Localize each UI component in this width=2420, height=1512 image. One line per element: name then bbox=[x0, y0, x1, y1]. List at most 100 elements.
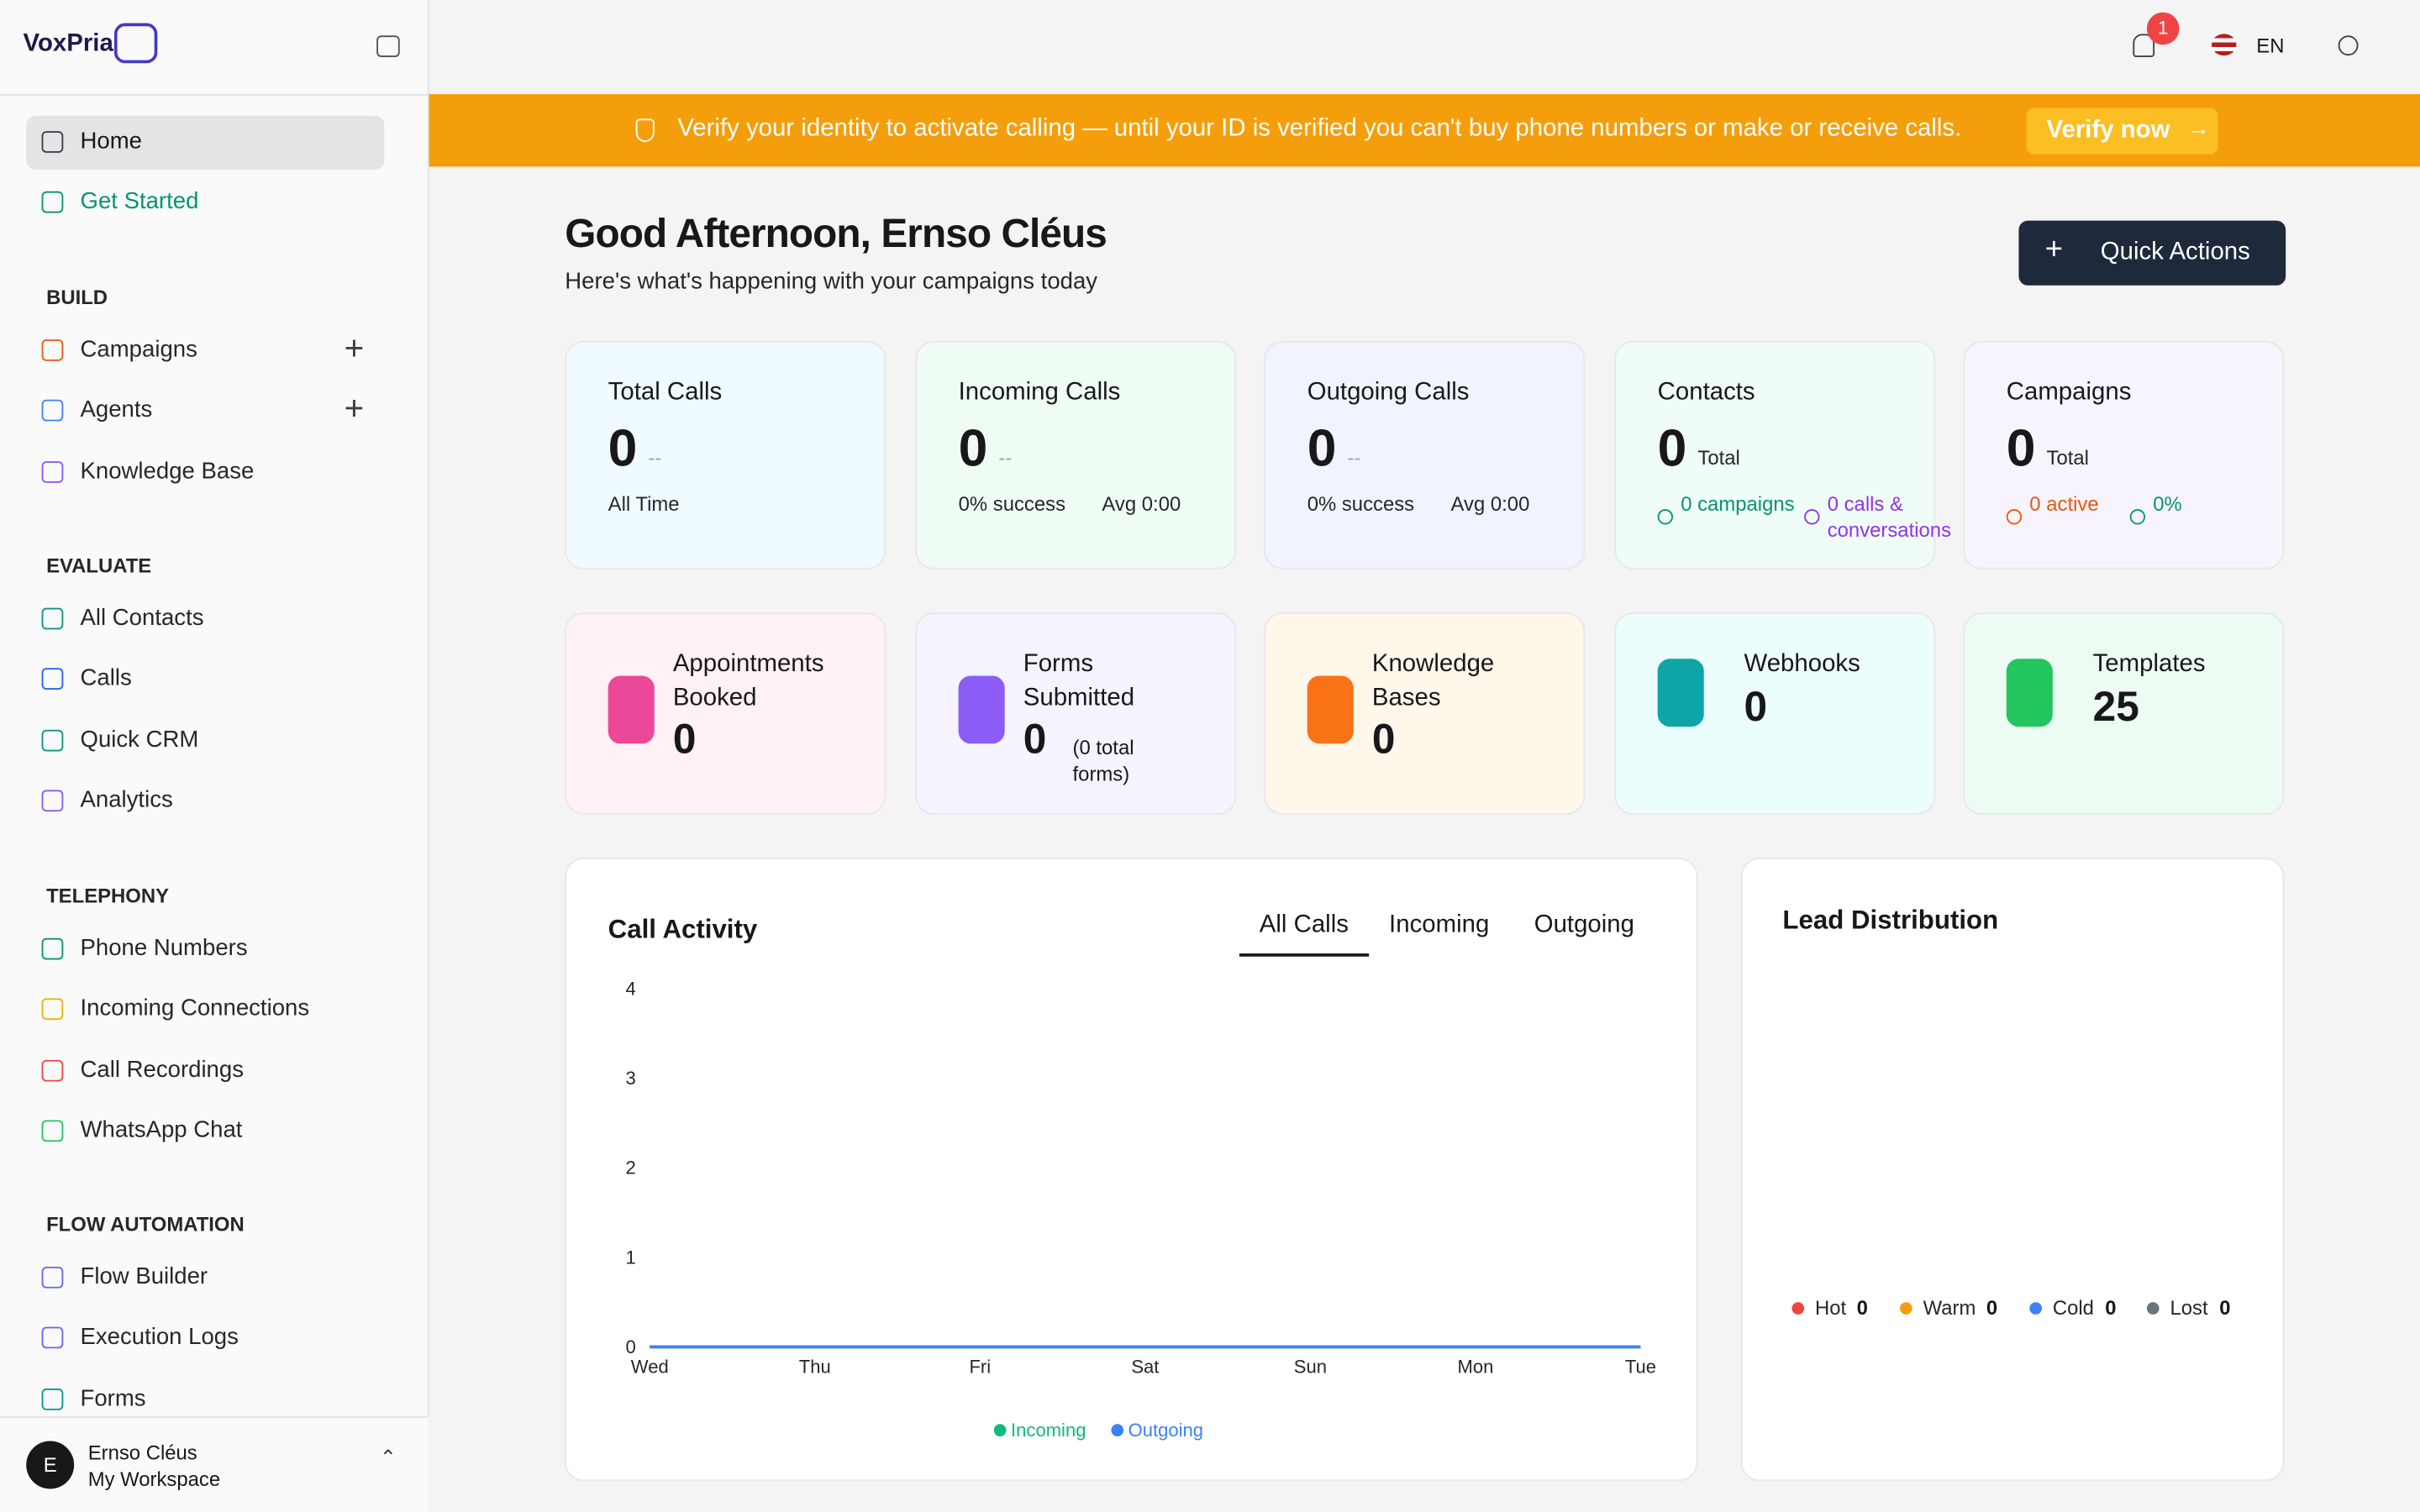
stat-value: 0 bbox=[2006, 419, 2036, 479]
legend-dot bbox=[2029, 1302, 2043, 1315]
x-tick-label: Wed bbox=[631, 1357, 669, 1378]
nav-item[interactable]: Home bbox=[26, 115, 385, 171]
stat-suffix: Total bbox=[1697, 445, 1740, 470]
legend-label: Incoming bbox=[1011, 1420, 1086, 1441]
nav-item[interactable]: Incoming Connections bbox=[26, 984, 384, 1037]
user-panel: E Ernso Cléus My Workspace ⌃ bbox=[0, 1416, 429, 1512]
icon bbox=[41, 400, 64, 422]
icon bbox=[41, 1266, 64, 1289]
icon bbox=[41, 1120, 64, 1142]
quick-actions-button[interactable]: + Quick Actions bbox=[2018, 220, 2286, 286]
nav-item[interactable]: All Contacts bbox=[26, 592, 384, 646]
y-tick-label: 0 bbox=[625, 1336, 635, 1357]
legend-dot bbox=[1111, 1424, 1124, 1437]
legend-value: 0 bbox=[1856, 1295, 1868, 1320]
tile-value: 25 bbox=[2092, 683, 2139, 730]
nav-label: Home bbox=[80, 128, 143, 155]
nav-label: Call Recordings bbox=[80, 1056, 245, 1083]
nav-item[interactable]: Knowledge Base bbox=[26, 445, 384, 499]
shield-icon bbox=[635, 118, 655, 142]
stat-note: 0 calls & conversations bbox=[1827, 491, 1952, 542]
header-divider bbox=[0, 94, 428, 96]
tile-value: 0 bbox=[1744, 683, 1768, 730]
verify-button[interactable]: Verify now → bbox=[2026, 108, 2218, 155]
x-tick-label: Sat bbox=[1131, 1357, 1159, 1378]
tab-underline bbox=[1239, 953, 1370, 957]
stat-value: 0 bbox=[1657, 419, 1687, 479]
tile-label: Webhooks bbox=[1744, 651, 1860, 678]
stat-suffix: -- bbox=[1347, 445, 1361, 470]
tile-label: Knowledge Bases bbox=[1371, 651, 1495, 711]
user-menu[interactable]: ⌃ bbox=[379, 1446, 397, 1469]
stat-label: Outgoing Calls bbox=[1307, 379, 1470, 407]
nav-item[interactable]: Call Recordings bbox=[26, 1044, 384, 1098]
y-tick-label: 1 bbox=[625, 1247, 635, 1268]
nav-item[interactable]: Agents + bbox=[26, 385, 384, 438]
language[interactable]: EN bbox=[2256, 34, 2285, 57]
tile-icon bbox=[958, 675, 1005, 744]
nav-item[interactable]: Analytics bbox=[26, 774, 384, 828]
sidebar: VoxPria Home Get Started BUILD Campaigns + Age… bbox=[0, 0, 429, 1512]
y-tick-label: 4 bbox=[625, 979, 635, 1000]
icon bbox=[41, 131, 64, 153]
stat-value: 0 bbox=[1307, 419, 1337, 479]
nav-item[interactable]: Calls bbox=[26, 653, 384, 706]
banner-text: Verify your identity to activate calling… bbox=[677, 115, 1962, 142]
stat-note: 0% success bbox=[958, 491, 1066, 516]
stat-note: 0 campaigns bbox=[1681, 491, 1795, 516]
tile-note: (0 total forms) bbox=[1072, 736, 1134, 785]
brand: VoxPria bbox=[23, 30, 113, 57]
call-activity-chart: 0 1 2 3 4 Wed Thu Fri Sat Sun Mon Tue Incoming Outgoi… bbox=[625, 979, 1656, 1441]
legend-dot bbox=[993, 1424, 1007, 1437]
tile-value: 0 bbox=[672, 716, 697, 763]
tile-icon bbox=[608, 675, 655, 744]
nav-label: All Contacts bbox=[80, 605, 204, 632]
nav-item[interactable]: Get Started bbox=[26, 176, 384, 229]
icon bbox=[41, 607, 64, 630]
nav-item[interactable]: Campaigns + bbox=[26, 324, 384, 378]
tab[interactable]: Incoming bbox=[1389, 911, 1490, 938]
nav-label: Phone Numbers bbox=[80, 935, 248, 962]
stat-card: Total Calls 0 -- All Time bbox=[565, 340, 886, 570]
note-icon bbox=[1804, 509, 1820, 525]
greeting-subtitle: Here's what's happening with your campai… bbox=[565, 268, 1098, 295]
legend-name: Lost bbox=[2170, 1295, 2208, 1320]
stat-note: 0% success bbox=[1307, 491, 1415, 516]
add-button[interactable]: + bbox=[344, 389, 365, 428]
lead-title: Lead Distribution bbox=[1782, 906, 1999, 936]
sidebar-toggle[interactable] bbox=[376, 35, 400, 57]
legend-label: Outgoing bbox=[1128, 1420, 1203, 1441]
stat-card: Campaigns 0 Total 0 active 0% bbox=[1963, 340, 2285, 570]
x-tick-label: Thu bbox=[799, 1357, 831, 1378]
theme-toggle[interactable] bbox=[2338, 35, 2359, 56]
legend-name: Cold bbox=[2052, 1295, 2094, 1320]
note-icon bbox=[2129, 509, 2146, 525]
nav-item[interactable]: Flow Builder bbox=[26, 1252, 384, 1305]
verify-label: Verify now bbox=[2046, 117, 2170, 144]
legend-dot bbox=[1900, 1302, 1912, 1315]
tab[interactable]: All Calls bbox=[1259, 911, 1349, 938]
flag[interactable] bbox=[2212, 34, 2237, 56]
arrow-icon: → bbox=[2186, 115, 2211, 142]
nav-item[interactable]: WhatsApp Chat bbox=[26, 1105, 384, 1158]
icon bbox=[41, 1059, 64, 1081]
tile-card: Webhooks 0 bbox=[1614, 612, 1936, 815]
add-button[interactable]: + bbox=[344, 328, 365, 368]
tab[interactable]: Outgoing bbox=[1534, 911, 1634, 938]
nav-item[interactable]: Execution Logs bbox=[26, 1312, 384, 1366]
stat-suffix: -- bbox=[648, 445, 662, 470]
icon bbox=[41, 1388, 64, 1410]
quick-actions-label: Quick Actions bbox=[2100, 239, 2250, 265]
stat-note: Avg 0:00 bbox=[1450, 491, 1530, 516]
stat-note: All Time bbox=[608, 491, 680, 516]
note-icon bbox=[2006, 509, 2023, 525]
nav-item[interactable]: Forms bbox=[26, 1373, 384, 1426]
note-icon bbox=[1657, 509, 1674, 525]
x-tick-label: Fri bbox=[969, 1357, 991, 1378]
stat-note: 0% bbox=[2153, 491, 2182, 516]
plus-icon: + bbox=[2044, 233, 2064, 267]
bell[interactable] bbox=[2133, 34, 2155, 57]
nav-item[interactable]: Quick CRM bbox=[26, 714, 384, 768]
nav-item[interactable]: Phone Numbers bbox=[26, 922, 384, 976]
legend-name: Hot bbox=[1815, 1295, 1847, 1320]
